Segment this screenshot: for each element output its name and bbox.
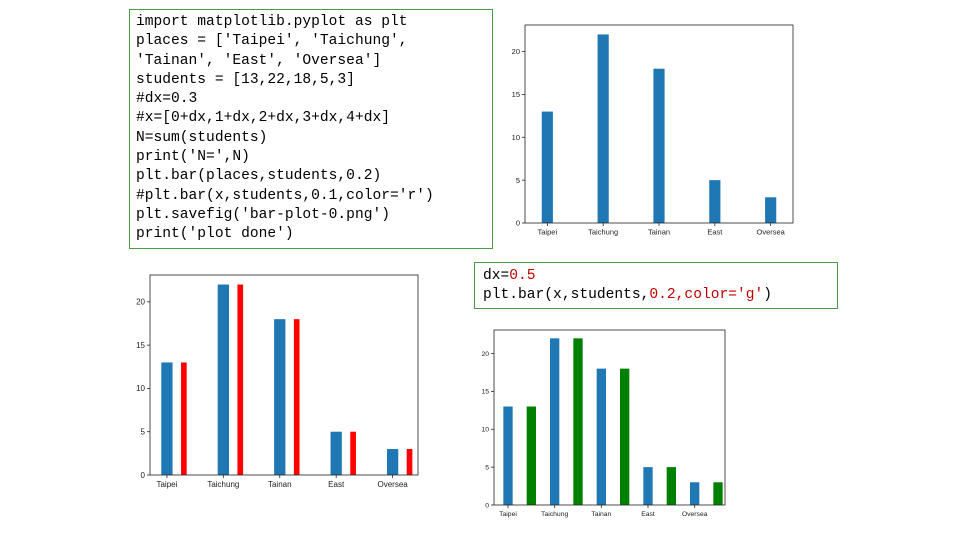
y-tick-label: 15 <box>481 389 489 396</box>
x-tick-label: Oversea <box>377 480 408 489</box>
bar <box>765 197 777 223</box>
bar <box>713 482 723 505</box>
bar-chart-blue-green-svg: 0 5 10 15 20 Taipei Taichung Tainan East Oversea <box>481 329 726 518</box>
code-listing-dx: dx=0.5 plt.bar(x,students,0.2,color='g') <box>474 262 838 309</box>
code-line: #dx=0.3 <box>136 91 198 108</box>
bar-chart-blue-red-svg: 0 5 10 15 20 Taipei Taichung Tainan East Oversea <box>136 274 419 489</box>
x-tick-label: Oversea <box>756 228 785 237</box>
y-tick-label: 10 <box>136 384 145 393</box>
code-line-bar: plt.bar(x,students,0.2,color='g') <box>483 286 837 305</box>
y-tick-label: 0 <box>516 219 520 228</box>
y-tick-label: 10 <box>512 133 520 142</box>
y-tick-label: 10 <box>481 427 489 434</box>
code-line-dx: dx=0.5 <box>483 267 837 286</box>
bar <box>709 180 721 223</box>
bar <box>620 368 630 505</box>
x-tick-label: Taipei <box>499 511 517 518</box>
bar <box>217 284 229 475</box>
bar <box>503 406 513 505</box>
code-listing-main: import matplotlib.pyplot as plt places = … <box>129 9 493 249</box>
code-line: N=sum(students) <box>136 129 268 146</box>
bar <box>596 368 606 505</box>
code-line: students = [13,22,18,5,3] <box>136 71 355 88</box>
bar <box>666 467 676 505</box>
y-tick-label: 15 <box>512 90 520 99</box>
bar <box>181 362 187 475</box>
bar <box>293 319 300 475</box>
bar <box>237 284 244 475</box>
x-tick-label: East <box>328 480 345 489</box>
x-tick-label: East <box>707 228 723 237</box>
bar <box>161 362 173 475</box>
bar-chart-blue-green: 0 5 10 15 20 Taipei Taichung Tainan East Oversea <box>470 325 730 522</box>
y-tick-label: 20 <box>481 351 489 358</box>
y-tick-label: 5 <box>141 428 146 437</box>
bar <box>274 319 286 475</box>
bar <box>406 449 413 475</box>
x-tick-label: Tainan <box>268 480 292 489</box>
y-tick-label: 20 <box>136 298 145 307</box>
code-dx-value: 0.5 <box>509 268 536 284</box>
code-bar-args: 0.2,color='g' <box>649 287 764 304</box>
bar <box>541 111 553 223</box>
x-tick-label: Tainan <box>648 228 670 237</box>
y-tick-label: 5 <box>516 176 520 185</box>
plot-frame <box>493 329 726 506</box>
code-line: #plt.bar(x,students,0.1,color='r') <box>136 187 434 204</box>
plot-frame <box>149 274 419 476</box>
code-bar-prefix: plt.bar(x,students, <box>483 287 650 304</box>
y-tick-label: 20 <box>512 47 520 56</box>
y-tick-label: 0 <box>485 502 489 509</box>
x-tick-label: Taichung <box>207 480 239 489</box>
bar <box>350 431 356 475</box>
x-tick-label: Taichung <box>541 511 568 518</box>
code-line: plt.bar(places,students,0.2) <box>136 168 382 185</box>
bar <box>550 338 560 505</box>
y-tick-label: 5 <box>485 465 489 472</box>
x-tick-label: Taipei <box>538 228 558 237</box>
bar <box>597 34 609 223</box>
y-tick-label: 0 <box>141 471 146 480</box>
code-line: import matplotlib.pyplot as plt <box>136 14 408 30</box>
x-tick-label: Taipei <box>156 480 177 489</box>
bar <box>653 68 665 223</box>
code-line: 'Tainan', 'East', 'Oversea'] <box>136 52 382 69</box>
code-line: print('N=',N) <box>136 149 250 166</box>
bar <box>330 431 342 475</box>
bar <box>573 338 583 505</box>
code-dx-prefix: dx= <box>483 268 510 284</box>
code-line: #x=[0+dx,1+dx,2+dx,3+dx,4+dx] <box>136 110 390 127</box>
code-bar-suffix: ) <box>763 287 773 304</box>
x-tick-label: Taichung <box>588 228 618 237</box>
bar <box>526 406 536 505</box>
bar-chart-single-svg: 0 5 10 15 20 Taipei Taichung Tainan East Oversea <box>512 24 794 237</box>
x-tick-label: East <box>641 511 655 518</box>
y-tick-label: 15 <box>136 341 145 350</box>
bar-chart-single: 0 5 10 15 20 Taipei Taichung Tainan East Oversea <box>495 20 800 245</box>
x-tick-label: Tainan <box>591 511 611 518</box>
x-tick-label: Oversea <box>682 511 708 518</box>
bar-chart-blue-red: 0 5 10 15 20 Taipei Taichung Tainan East Oversea <box>115 270 425 498</box>
code-line: places = ['Taipei', 'Taichung', <box>136 33 408 50</box>
bar <box>643 467 653 505</box>
bar <box>386 449 399 475</box>
code-line: print('plot done') <box>136 226 294 243</box>
code-line: plt.savefig('bar-plot-0.png') <box>136 206 390 223</box>
bar <box>690 482 700 505</box>
